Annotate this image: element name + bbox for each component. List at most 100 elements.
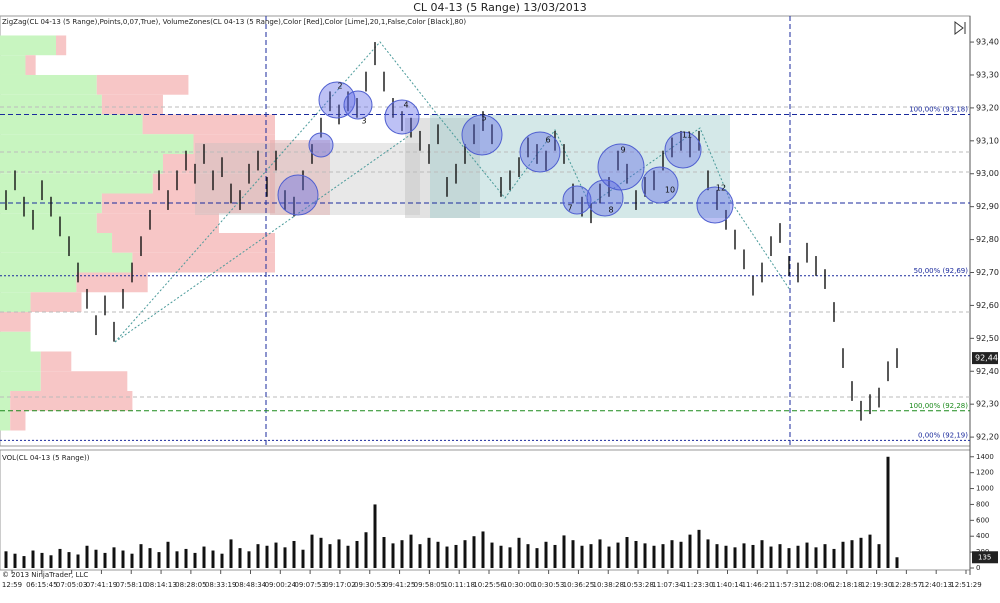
zone-up [0,213,97,233]
zone-down [96,74,189,95]
y-tick-label: 93,20 [976,103,999,112]
volume-bar [301,549,305,568]
volume-bar [238,548,242,568]
swing-label: 11 [682,131,692,140]
volume-bar [400,540,404,568]
y-tick-label: 93,40 [976,38,999,47]
zone-down [142,114,275,135]
volume-bar [391,543,395,568]
volume-bar [211,550,215,568]
swing-label: 6 [545,136,550,145]
zigzag [114,41,791,343]
volume-bar [175,551,179,568]
y-tick-label: 1400 [976,453,994,461]
volume-bar [418,544,422,568]
volume-bar [40,552,44,568]
volume-bar [706,539,710,568]
volume-bar [895,557,899,568]
swing-circle [519,131,561,173]
swing-label: 7 [567,204,572,213]
zone-box [405,118,480,218]
last-volume-label: 135 [978,553,991,561]
zone-down [101,94,163,115]
volume-bar [598,539,602,568]
y-tick-label: 800 [976,500,989,508]
x-tick-label: 09:00:24 [265,581,297,589]
volume-bar [22,556,26,568]
zone-down [30,292,82,313]
x-tick-label: 12:59 [2,581,22,589]
volume-bar [877,544,881,568]
volume-bar [661,544,665,568]
zone-up [0,292,31,313]
last-volume-box [972,551,998,564]
volume-bar [454,544,458,568]
volume-bar [76,554,80,568]
volume-bar [130,553,134,568]
x-tick-label: 07:41:19 [86,581,117,589]
x-tick-label: 12:19:30 [861,581,892,589]
swing-circle [308,132,334,158]
volume-bar [256,544,260,568]
volume-bar [148,548,152,568]
volume-bar [283,547,287,568]
volume-bar [724,545,728,568]
volume-bar [274,542,278,568]
zone-down [96,213,219,233]
y-tick-label: 92,50 [976,334,999,343]
volume-bar [310,534,314,568]
volume-bar [265,545,269,568]
zone-up [0,232,113,253]
x-tick-label: 12:18:18 [831,581,862,589]
zone-up [0,55,26,75]
swing-circle [664,131,702,169]
x-tick-label: 11:46:21 [742,581,773,589]
swing-label: 3 [361,117,366,126]
volume-bar [553,544,557,568]
volume-bar [670,540,674,568]
volume-bar [409,534,413,568]
x-tick-label: 10:53:28 [622,581,653,589]
x-tick-label: 08:48:34 [235,581,267,589]
zone-down [56,35,67,56]
x-tick-label: 12:51:29 [950,581,981,589]
zone-down [112,232,275,253]
y-tick-label: 1200 [976,469,994,477]
zone-down [40,351,72,372]
volume-bar [805,542,809,568]
volume-bar [841,541,845,568]
fib-label: 50,00% (92,69) [914,267,969,275]
scroll-end-button[interactable] [954,21,966,35]
x-tick-label: 09:41:25 [384,581,415,589]
volume-bar [337,539,341,568]
x-tick-label: 10:30:53 [533,581,564,589]
zone-down [10,410,26,431]
x-tick-label: 12:28:57 [891,581,922,589]
x-tick-label: 10:30:00 [503,581,534,589]
y-tick-label: 1000 [976,485,994,493]
x-tick-label: 10:11:18 [443,581,474,589]
volume-bar [463,540,467,568]
volume-bar [328,544,332,568]
volume-bar [769,546,773,568]
guide-lines [0,106,970,398]
volume-bar [742,543,746,568]
x-tick-label: 12:40:13 [920,581,951,589]
volume-bar [868,534,872,568]
swing-circle [461,114,503,156]
volume-bar [58,548,62,568]
volume-bar [103,552,107,568]
volume-bar [49,555,53,568]
volume-bar [823,544,827,568]
zone-down [40,371,128,392]
y-tick-label: 92,40 [976,367,999,376]
volume-bar [616,542,620,568]
zone-up [0,371,41,392]
zone-down [162,153,275,174]
volume-bar [121,550,125,568]
zone-up [0,351,41,372]
x-tick-label: 12:08:06 [801,581,833,589]
volume-bar [580,545,584,568]
volume-bar [634,540,638,568]
zone-up [0,391,11,411]
